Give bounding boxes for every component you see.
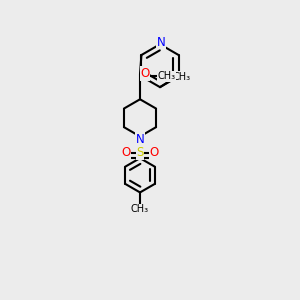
Text: O: O bbox=[150, 146, 159, 160]
Text: N: N bbox=[157, 35, 166, 49]
Text: CH₃: CH₃ bbox=[157, 71, 176, 81]
Text: CH₃: CH₃ bbox=[173, 72, 191, 82]
Text: O: O bbox=[121, 146, 130, 160]
Text: CH₃: CH₃ bbox=[131, 204, 149, 214]
Text: N: N bbox=[176, 71, 184, 84]
Text: N: N bbox=[136, 133, 144, 146]
Text: O: O bbox=[140, 67, 150, 80]
Text: S: S bbox=[136, 146, 144, 160]
